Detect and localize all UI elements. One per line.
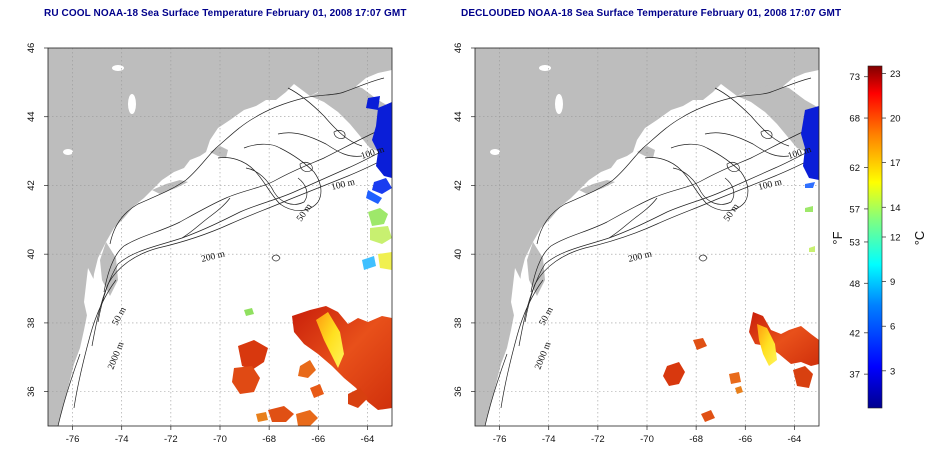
right-lon-tick-label-2: -72 [591,434,605,445]
left-lat-tick-label-5: 46 [26,43,37,54]
right-lat-tick-label-1: 38 [453,318,464,329]
right-lon-tick-label-5: -66 [738,434,752,445]
right-map-title: DECLOUDED NOAA-18 Sea Surface Temperatur… [461,8,842,19]
right-lon-tick-label-4: -68 [689,434,703,445]
left-lat-tick-label-3: 42 [26,180,37,191]
colorbar-celsius-unit: °C [912,231,927,246]
colorbar-c-label-0: 23 [890,69,901,80]
left-lon-tick-label-6: -64 [361,434,375,445]
colorbar-c-label-6: 6 [890,322,895,333]
left-lon-tick-label-1: -74 [115,434,129,445]
colorbar-f-label-7: 37 [849,370,860,381]
colorbar-gradient [867,65,883,409]
right-map-axis-ticks: -76 -74 -72 -70 -68 -66 -64 36 38 40 42 44 46 [453,43,801,445]
left-lon-tick-label-5: -66 [311,434,325,445]
right-map-cool-patches [805,206,815,252]
right-map-grid [475,48,819,426]
colorbar-c-label-3: 14 [890,203,901,214]
left-map-axis-ticks: -76 -74 -72 -70 -68 -66 -64 36 38 40 42 44 46 [26,43,374,445]
left-map-grid [48,48,392,426]
right-map-panel: 100 m 100 m 50 m 200 m 50 m 2000 m -76 -7… [453,43,820,445]
colorbar-c-label-2: 17 [890,158,901,169]
temperature-colorbar: 73 68 62 57 53 48 42 37 23 20 17 14 12 9 6 3 °F °C [830,65,927,409]
colorbar-f-label-1: 68 [849,114,860,125]
right-lat-tick-label-4: 44 [453,111,464,122]
left-map-title: RU COOL NOAA-18 Sea Surface Temperature … [44,8,407,19]
colorbar-c-label-4: 12 [890,233,901,244]
left-lat-tick-label-1: 38 [26,318,37,329]
left-lat-tick-label-0: 36 [26,386,37,397]
right-lon-tick-label-3: -70 [640,434,654,445]
colorbar-c-label-1: 20 [890,114,901,125]
left-map-cold-water-patches [366,96,392,204]
right-lon-tick-label-6: -64 [788,434,802,445]
right-map-warm-water-patches [663,312,819,422]
left-lon-tick-label-2: -72 [164,434,178,445]
colorbar-f-label-3: 57 [849,204,860,215]
colorbar-ticks: 73 68 62 57 53 48 42 37 23 20 17 14 12 9 6 3 [849,69,900,381]
colorbar-f-label-5: 48 [849,279,860,290]
left-lon-tick-label-0: -76 [66,434,80,445]
colorbar-fahrenheit-unit: °F [830,231,845,244]
right-lat-tick-label-0: 36 [453,386,464,397]
left-lon-tick-label-4: -68 [262,434,276,445]
colorbar-f-label-0: 73 [849,72,860,83]
right-lat-tick-label-5: 46 [453,43,464,54]
colorbar-f-label-4: 53 [849,237,860,248]
right-lat-tick-label-2: 40 [453,249,464,260]
right-lon-tick-label-0: -76 [493,434,507,445]
colorbar-f-label-6: 42 [849,328,860,339]
colorbar-c-label-5: 9 [890,277,895,288]
right-lon-tick-label-1: -74 [542,434,556,445]
colorbar-c-label-7: 3 [890,366,895,377]
left-lat-tick-label-2: 40 [26,249,37,260]
left-map-warm-water-patches [232,306,392,426]
colorbar-f-label-2: 62 [849,163,860,174]
right-map-cold-water-patches [801,106,819,188]
left-map-cool-patches [244,208,392,316]
right-lat-tick-label-3: 42 [453,180,464,191]
left-lon-tick-label-3: -70 [213,434,227,445]
left-lat-tick-label-4: 44 [26,111,37,122]
left-map-panel: 100 m 100 m 50 m 200 m 50 m 2000 m -76 -7… [26,43,393,445]
